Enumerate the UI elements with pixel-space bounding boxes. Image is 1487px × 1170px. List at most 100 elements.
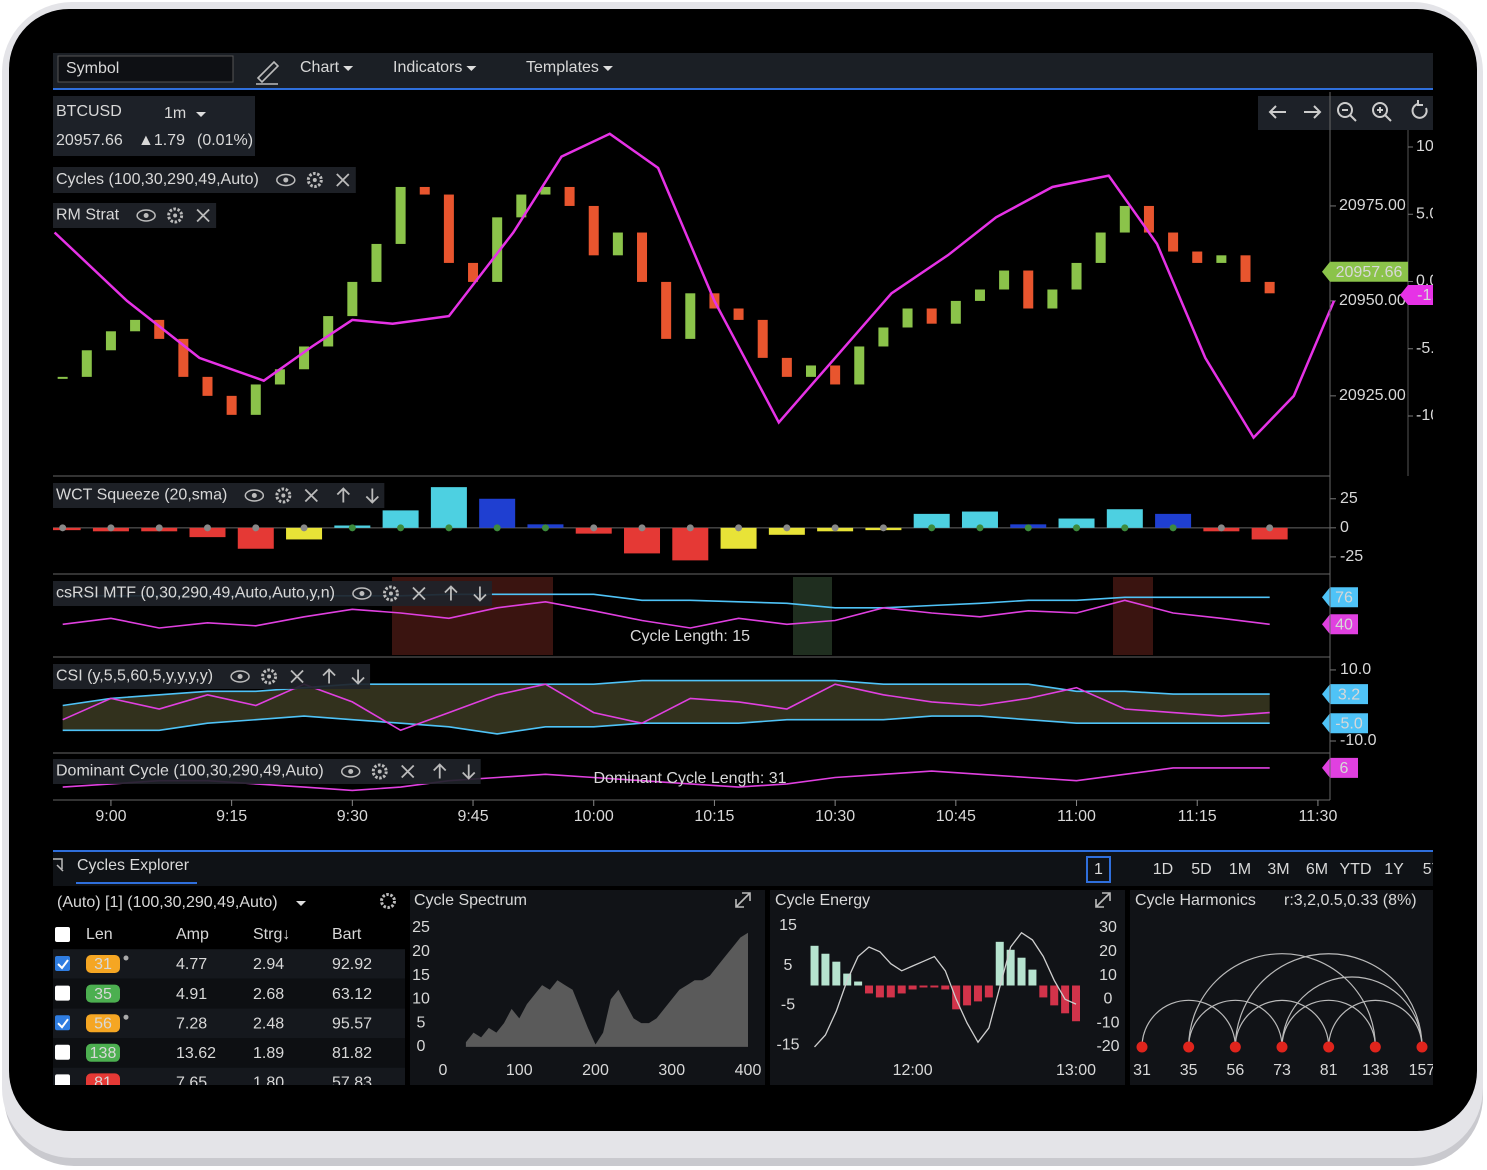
price-change-pct: (0.01%)	[197, 132, 253, 149]
expand-icon[interactable]	[735, 892, 751, 908]
settings-icon[interactable]	[167, 207, 184, 224]
y-tick-label: 5	[417, 1014, 426, 1031]
move-down-icon[interactable]	[365, 488, 379, 504]
table-settings-icon[interactable]	[380, 893, 396, 909]
range-button[interactable]: YTD	[1340, 861, 1372, 878]
header-checkbox[interactable]	[55, 927, 70, 942]
value-badge	[1322, 757, 1358, 778]
settings-icon[interactable]	[306, 172, 323, 188]
reset-icon[interactable]	[1411, 100, 1428, 119]
row-checkbox[interactable]	[55, 985, 70, 1001]
draw-icon[interactable]	[256, 60, 280, 85]
candle	[274, 369, 285, 385]
close-icon[interactable]	[336, 173, 350, 187]
panel-title: Cycle Harmonics	[1135, 892, 1256, 909]
cycle-selector[interactable]: (Auto) [1] (100,30,290,49,Auto)	[57, 894, 278, 911]
harmonic-node	[1229, 1041, 1241, 1053]
interval[interactable]: 1m	[164, 105, 186, 122]
y2-tick-label: -10	[1096, 1014, 1119, 1031]
x-tick-label: 56	[1226, 1062, 1244, 1079]
candle	[757, 319, 768, 358]
x-tick-label: 10:30	[815, 808, 855, 825]
settings-icon[interactable]	[261, 668, 278, 685]
range-button[interactable]: 6M	[1306, 861, 1328, 878]
y-tick-label: 15	[412, 967, 430, 984]
explorer-tab[interactable]: Cycles Explorer	[77, 857, 190, 874]
candle	[926, 308, 937, 324]
range-button[interactable]: 5D	[1191, 861, 1211, 878]
x-tick-label: 31	[1133, 1062, 1151, 1079]
nav-arrow[interactable]	[1304, 105, 1322, 119]
eye-pupil	[359, 591, 365, 596]
cycle-overlay	[53, 132, 1336, 440]
menu[interactable]: Indicators	[393, 59, 462, 76]
symbol-input[interactable]	[57, 55, 234, 83]
value-badge-label: -5.0	[1335, 715, 1363, 732]
energy-bar	[1006, 949, 1015, 986]
harmonic-node	[1416, 1041, 1428, 1053]
symbol-header	[53, 96, 255, 156]
move-up-icon[interactable]	[336, 487, 350, 503]
move-up-icon[interactable]	[444, 585, 458, 601]
nav-arrow[interactable]	[1268, 105, 1286, 119]
table-cell: 57.83	[332, 1075, 372, 1092]
row-checkbox[interactable]	[55, 1015, 70, 1031]
range-button[interactable]: 1M	[1229, 861, 1251, 878]
histogram-bar	[913, 513, 950, 528]
y2-tick-label: 20	[1099, 943, 1117, 960]
row-checkbox[interactable]	[55, 1044, 70, 1060]
candle	[1095, 232, 1106, 263]
move-up-icon[interactable]	[433, 763, 447, 779]
settings-icon[interactable]	[275, 487, 292, 504]
settings-icon[interactable]	[371, 763, 388, 780]
eye-icon[interactable]	[230, 670, 250, 683]
eye-icon[interactable]	[352, 587, 372, 600]
squeeze-dot	[928, 524, 936, 532]
close-icon[interactable]	[401, 764, 415, 779]
zoom-icon[interactable]	[1372, 102, 1388, 118]
menu[interactable]: Chart	[300, 59, 340, 76]
close-icon[interactable]	[412, 586, 426, 601]
app: Symbol Chart Indicators Templates 20975.00 20…	[53, 53, 1453, 1092]
move-down-icon[interactable]	[473, 586, 487, 602]
column-header: Len	[86, 926, 113, 943]
move-down-icon[interactable]	[462, 764, 476, 780]
candle	[202, 376, 213, 396]
table-cell: 1.89	[253, 1045, 284, 1062]
row-checkbox[interactable]	[55, 1074, 70, 1089]
range-button[interactable]: 5Y	[1423, 861, 1443, 878]
y2-tick-label: 0	[1104, 991, 1113, 1008]
close-icon[interactable]	[290, 669, 304, 684]
range-button[interactable]: 1Y	[1384, 861, 1404, 878]
eye-icon[interactable]	[276, 173, 296, 187]
move-up-icon[interactable]	[322, 668, 336, 684]
move-down-icon[interactable]	[351, 669, 365, 685]
close-icon[interactable]	[304, 488, 318, 503]
range-button[interactable]: 3M	[1267, 861, 1289, 878]
histogram-bar	[286, 527, 323, 540]
eye-icon[interactable]	[244, 489, 265, 502]
candle	[637, 232, 648, 282]
settings-icon[interactable]	[382, 585, 399, 602]
close-icon[interactable]	[196, 208, 210, 223]
squeeze-dot	[348, 524, 356, 532]
squeeze-dot	[638, 524, 646, 532]
zoom-icon[interactable]	[1337, 102, 1353, 118]
y-tick-label: 20925.00	[1339, 387, 1406, 404]
y2-tick-label: -10.0	[1416, 407, 1453, 424]
indicator-title: WCT Squeeze (20,sma)	[56, 487, 227, 504]
table-cell: 31	[94, 956, 112, 973]
energy-bar	[930, 985, 939, 988]
nav-buttons[interactable]	[1258, 96, 1433, 130]
expand-icon[interactable]	[1095, 892, 1111, 908]
value-badge-label: 20957.66	[1336, 264, 1403, 281]
eye-icon[interactable]	[136, 209, 156, 222]
row-checkbox[interactable]	[55, 956, 70, 971]
energy-bar	[854, 981, 863, 986]
eye-icon[interactable]	[340, 765, 361, 778]
menu[interactable]: Templates	[526, 59, 599, 76]
range-button[interactable]: 1D	[1153, 861, 1173, 878]
y-tick-label: 20950.00	[1339, 292, 1406, 309]
zoom-icon-handle	[1377, 107, 1392, 122]
